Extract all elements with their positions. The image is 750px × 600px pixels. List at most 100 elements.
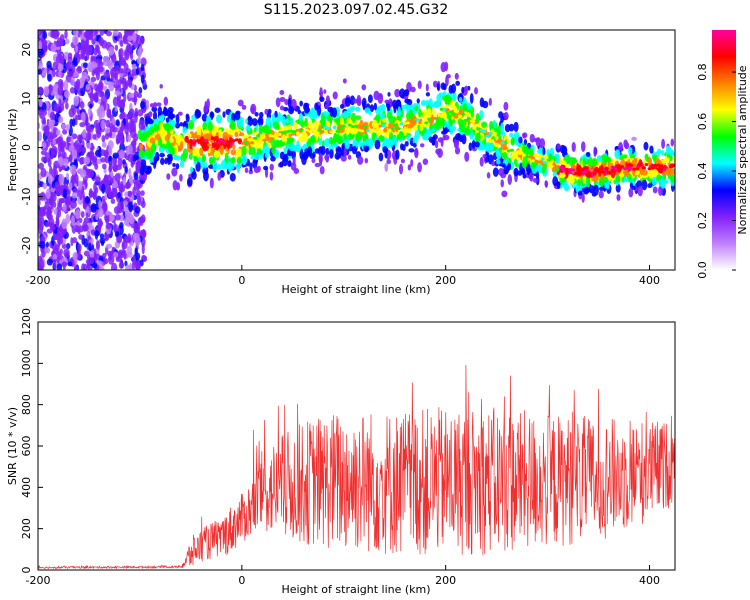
- spectrogram-cell: [85, 84, 91, 91]
- spectrogram-cell: [115, 119, 120, 126]
- spectrogram-cell: [119, 137, 125, 145]
- spectrogram-cell: [38, 198, 41, 207]
- spectrogram-ridge-cell: [433, 116, 438, 120]
- spectrogram-cell: [80, 112, 86, 122]
- spectrogram-cell: [125, 113, 130, 121]
- spectrogram-cell: [503, 111, 509, 121]
- spectrogram-cell: [81, 263, 86, 270]
- spectrogram-cell: [127, 134, 131, 143]
- spectrogram-cell: [417, 162, 422, 173]
- spectrogram-cell: [670, 174, 675, 183]
- spectrogram-ridge-cell: [246, 138, 251, 142]
- spectrogram-cell: [367, 138, 374, 148]
- spectrogram-cell: [522, 133, 527, 139]
- spectrogram-cell: [114, 65, 121, 75]
- spectrogram-ridge-cell: [583, 170, 588, 174]
- spectrogram-cell: [238, 116, 244, 125]
- spectrogram-cell: [63, 151, 67, 159]
- spectrogram-cell: [204, 140, 210, 151]
- spectrogram-cell: [126, 144, 133, 156]
- spectrogram-ridge-cell: [534, 159, 539, 163]
- spectrogram-cell: [593, 184, 599, 196]
- spectrogram-cell: [616, 194, 621, 201]
- spectrogram-cell: [150, 126, 155, 136]
- spectrogram-cell: [100, 157, 107, 163]
- spectrogram-cell: [168, 155, 173, 162]
- spectrogram-cell: [229, 172, 236, 182]
- spectrogram-cell: [131, 63, 137, 70]
- spectrogram-cell: [72, 35, 79, 46]
- spectrogram-cell: [279, 97, 286, 103]
- spectrogram-cell: [70, 236, 74, 247]
- spectrogram-cell: [618, 142, 624, 153]
- spectrogram-cell: [59, 248, 63, 256]
- spectrogram-cell: [230, 149, 237, 156]
- spectrogram-ridge-cell: [448, 110, 453, 114]
- spectrogram-cell: [114, 213, 121, 221]
- spectrogram-cell: [69, 87, 76, 94]
- spectrogram-x-tick-label: 400: [639, 274, 660, 287]
- spectrogram-cell: [479, 156, 484, 167]
- spectrogram-cell: [124, 165, 128, 174]
- spectrogram-cell: [208, 156, 214, 164]
- spectrogram-ridge-cell: [571, 168, 576, 172]
- spectrogram-cell: [177, 111, 183, 116]
- spectrogram-cell: [414, 147, 419, 156]
- spectrogram-ridge-cell: [623, 167, 628, 171]
- spectrogram-cell: [396, 133, 403, 140]
- spectrogram-cell: [137, 92, 142, 99]
- spectrogram-cell: [67, 71, 74, 77]
- spectrogram-cell: [159, 116, 165, 122]
- spectrogram-cell: [49, 111, 56, 121]
- spectrogram-cell: [45, 188, 51, 200]
- spectrogram-cell: [38, 223, 44, 234]
- spectrogram-ridge-cell: [265, 133, 270, 137]
- spectrogram-cell: [48, 121, 54, 130]
- spectrogram-cell: [57, 209, 62, 218]
- spectrogram-cell: [121, 122, 125, 132]
- spectrogram-cell: [455, 138, 460, 149]
- spectrogram-ridge-cell: [546, 158, 551, 162]
- spectrogram-cell: [242, 159, 247, 166]
- spectrogram-cell: [87, 168, 95, 179]
- spectrogram-ridge-cell: [485, 134, 490, 138]
- spectrogram-cell: [457, 118, 463, 126]
- spectrogram-cell: [57, 201, 62, 212]
- spectrogram-cell: [110, 198, 116, 204]
- colorbar-tick-label: 0.8: [696, 63, 709, 81]
- spectrogram-cell: [429, 103, 434, 108]
- spectrogram-cell: [623, 177, 629, 183]
- spectrogram-cell: [93, 30, 97, 37]
- spectrogram-cell: [77, 86, 81, 94]
- spectrogram-x-tick-label: 0: [238, 274, 245, 287]
- spectrogram-cell: [138, 149, 145, 159]
- spectrogram-cell: [237, 99, 244, 107]
- spectrogram-cell: [469, 92, 474, 104]
- spectrogram-cell: [503, 169, 509, 175]
- spectrogram-cell: [140, 64, 145, 72]
- spectrogram-ridge-cell: [350, 125, 355, 129]
- spectrogram-cell: [191, 171, 197, 180]
- spectrogram-cell: [319, 96, 325, 102]
- spectrogram-ridge-cell: [353, 124, 358, 128]
- spectrogram-cell: [508, 157, 512, 164]
- spectrogram-cell: [134, 235, 141, 246]
- spectrogram-cell: [305, 133, 309, 143]
- spectrogram-cell: [83, 250, 90, 257]
- spectrogram-cell: [652, 154, 658, 161]
- spectrogram-ridge-cell: [561, 168, 566, 172]
- spectrogram-cell: [73, 30, 79, 37]
- spectrogram-ridge-cell: [283, 130, 288, 134]
- spectrogram-ridge-cell: [604, 166, 609, 170]
- spectrogram-cell: [114, 231, 120, 238]
- spectrogram-cell: [94, 150, 102, 157]
- spectrogram-ridge-cell: [268, 134, 273, 138]
- spectrogram-cell: [584, 186, 590, 194]
- spectrogram-ridge-cell: [644, 163, 649, 167]
- spectrogram-cell: [80, 44, 87, 53]
- spectrogram-cell: [123, 62, 129, 71]
- spectrogram-cell: [117, 256, 122, 263]
- spectrogram-cell: [279, 105, 285, 111]
- spectrogram-ridge-cell: [194, 139, 199, 143]
- spectrogram-ridge-cell: [198, 139, 203, 143]
